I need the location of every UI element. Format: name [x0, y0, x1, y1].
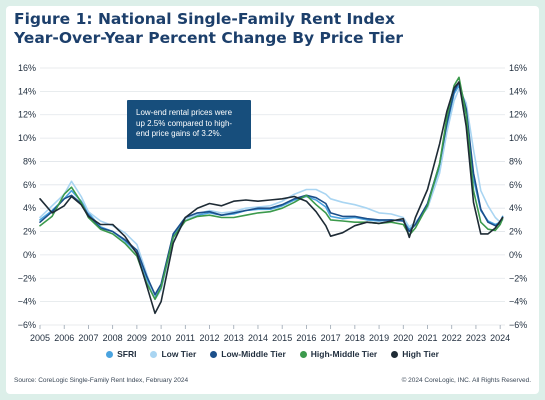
y-tick-label-left: −6% — [18, 320, 36, 330]
x-tick-label: 2011 — [176, 333, 195, 343]
y-tick-label-right: −2% — [509, 273, 527, 283]
x-tick-label: 2020 — [393, 333, 413, 343]
chart-title-line-1: Figure 1: National Single-Family Rent In… — [14, 10, 395, 28]
legend-item: SFRI — [106, 349, 136, 359]
y-tick-label-right: 14% — [509, 86, 527, 96]
y-tick-label-right: 2% — [509, 227, 522, 237]
y-tick-label-left: −4% — [18, 297, 36, 307]
legend-dot-icon — [299, 350, 307, 358]
x-axis: 2005 2006 2007 2008 2009 2010 2011 2012 2013 2014… — [30, 325, 510, 343]
legend-label: SFRI — [117, 349, 137, 359]
legend: SFRI Low Tier Low-Middle Tier High-Middle T… — [0, 349, 545, 359]
x-tick-label: 2023 — [466, 333, 486, 343]
legend-item: High-Middle Tier — [299, 349, 378, 359]
chart-title-line-2: Year-Over-Year Percent Change By Price T… — [14, 29, 403, 47]
x-tick-label: 2007 — [78, 333, 98, 343]
y-axis-right: 16% 14% 12% 10% 8% 6% 4% 2% 0% −2% −4% −6% — [509, 63, 527, 330]
x-tick-label: 2017 — [321, 333, 341, 343]
y-tick-label-left: 16% — [18, 63, 36, 73]
legend-dot-icon — [106, 350, 114, 358]
chart-title: Figure 1: National Single-Family Rent In… — [14, 10, 403, 48]
annotation-callout: Low-end rental prices were up 2.5% compa… — [127, 100, 251, 149]
y-tick-label-right: −6% — [509, 320, 527, 330]
grid-lines — [40, 67, 505, 326]
y-tick-label-left: −2% — [18, 273, 36, 283]
y-tick-label-left: 14% — [18, 86, 36, 96]
legend-label: High Tier — [402, 349, 439, 359]
x-tick-label: 2016 — [296, 333, 316, 343]
y-tick-label-right: 12% — [509, 110, 527, 120]
x-tick-label: 2014 — [248, 333, 268, 343]
y-tick-label-left: 2% — [23, 227, 36, 237]
legend-label: High-Middle Tier — [310, 349, 378, 359]
x-tick-label: 2013 — [224, 333, 244, 343]
legend-dot-icon — [150, 350, 158, 358]
y-tick-label-right: 6% — [509, 180, 522, 190]
x-tick-label: 2024 — [490, 333, 510, 343]
y-tick-label-right: −4% — [509, 297, 527, 307]
series-line-high-middle-tier — [39, 76, 504, 301]
y-tick-label-right: 0% — [509, 250, 522, 260]
x-tick-label: 2009 — [127, 333, 147, 343]
y-tick-label-right: 10% — [509, 133, 527, 143]
series-line-low-middle-tier — [39, 81, 504, 296]
legend-item: Low Tier — [150, 349, 196, 359]
x-tick-label: 2005 — [30, 333, 50, 343]
legend-dot-icon — [391, 350, 399, 358]
x-tick-label: 2008 — [103, 333, 123, 343]
x-tick-label: 2021 — [417, 333, 437, 343]
series-lines — [39, 76, 504, 315]
x-tick-label: 2010 — [151, 333, 171, 343]
source-note: Source: CoreLogic Single-Family Rent Ind… — [14, 377, 189, 384]
y-tick-label-right: 4% — [509, 203, 522, 213]
y-tick-label-right: 8% — [509, 156, 522, 166]
y-tick-label-left: 10% — [18, 133, 36, 143]
legend-label: Low-Middle Tier — [221, 349, 286, 359]
series-line-high-tier — [39, 81, 504, 315]
x-tick-label: 2006 — [54, 333, 74, 343]
legend-label: Low Tier — [161, 349, 197, 359]
y-tick-label-left: 8% — [23, 156, 36, 166]
x-tick-label: 2022 — [442, 333, 462, 343]
copyright-note: © 2024 CoreLogic, INC. All Rights Reserv… — [401, 377, 531, 384]
y-tick-label-left: 0% — [23, 250, 36, 260]
series-line-low-tier — [39, 88, 504, 301]
y-tick-label-left: 12% — [18, 110, 36, 120]
legend-item: Low-Middle Tier — [210, 349, 286, 359]
x-tick-label: 2018 — [345, 333, 365, 343]
x-tick-label: 2015 — [272, 333, 292, 343]
legend-item: High Tier — [391, 349, 439, 359]
y-tick-label-left: 4% — [23, 203, 36, 213]
y-tick-label-right: 16% — [509, 63, 527, 73]
x-tick-label: 2019 — [369, 333, 389, 343]
legend-dot-icon — [210, 350, 218, 358]
x-tick-label: 2012 — [200, 333, 220, 343]
y-axis-left: 16% 14% 12% 10% 8% 6% 4% 2% 0% −2% −4% −6% — [18, 63, 36, 330]
y-tick-label-left: 6% — [23, 180, 36, 190]
